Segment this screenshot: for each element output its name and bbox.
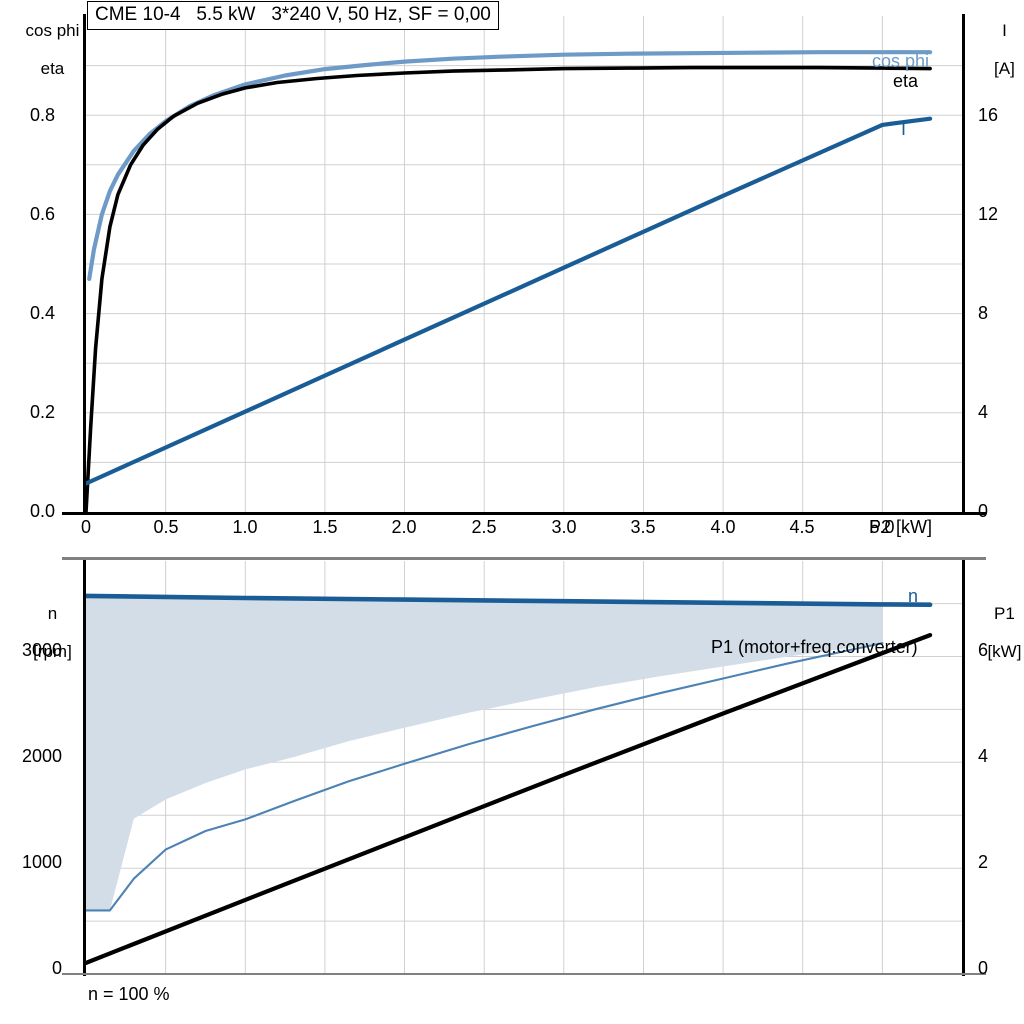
bottom-axis-bottom — [62, 973, 986, 975]
top-xtick-3: 1.5 — [312, 517, 338, 537]
bottom-ytick-right-0: 0 — [978, 958, 989, 978]
bottom-axis-top — [62, 557, 986, 560]
bottom-right-axis-unit: [kW] — [987, 642, 1022, 661]
speed-curve — [86, 593, 933, 607]
top-xtick-10: 5.0 — [869, 517, 895, 537]
chart-caption: n = 100 % — [88, 984, 170, 1004]
p1-band-area — [86, 595, 883, 911]
top-ytick-right-2: 8 — [978, 303, 989, 323]
top-left-axis-title-line2: eta — [40, 59, 65, 78]
bottom-right-axis-title: P1 [kW] — [968, 585, 1022, 680]
top-xtick-8: 4.0 — [710, 517, 736, 537]
bottom-left-axis-unit: [rpm] — [33, 642, 72, 661]
p1-motor-label: P1 (motor+freq.converter) — [711, 637, 918, 657]
top-xaxis-title: P2 [kW] — [869, 517, 933, 537]
p1-band-lower-curve — [86, 642, 884, 912]
top-xtick-0: 0 — [80, 517, 92, 537]
top-ytick-left-1: 0.2 — [30, 402, 56, 422]
top-xtick-2: 1.0 — [232, 517, 258, 537]
bottom-plot-svg — [86, 561, 962, 974]
chart-title-box: CME 10-4 5.5 kW 3*240 V, 50 Hz, SF = 0,0… — [87, 1, 499, 30]
top-right-axis-title-line1: I — [1002, 21, 1007, 40]
bottom-ytick-right-3: 6 — [978, 640, 989, 660]
top-axis-right — [962, 14, 965, 514]
bottom-left-axis-title: n [rpm] — [4, 585, 82, 680]
top-gridlines — [86, 16, 962, 512]
top-left-axis-title: cos phi eta — [4, 2, 82, 97]
current-label: I — [901, 119, 907, 139]
top-xtick-4: 2.0 — [391, 517, 417, 537]
top-plot-svg — [86, 16, 962, 512]
eta-label: eta — [893, 71, 919, 91]
bottom-axis-left — [83, 559, 86, 976]
top-ytick-left-3: 0.6 — [30, 204, 56, 224]
top-ytick-right-4: 16 — [978, 105, 999, 125]
top-left-axis-title-line1: cos phi — [25, 21, 80, 40]
bottom-ytick-left-1: 1000 — [21, 852, 62, 872]
top-right-axis-title: I [A] — [968, 2, 1022, 97]
current-curve — [86, 116, 933, 486]
bottom-ytick-left-2: 2000 — [21, 746, 62, 766]
bottom-right-axis-title-line1: P1 — [994, 604, 1015, 623]
top-ytick-right-0: 0 — [978, 501, 989, 521]
bottom-left-axis-title-line1: n — [47, 604, 58, 623]
top-axis-bottom — [62, 512, 986, 515]
eta-curve — [86, 65, 932, 512]
bottom-ytick-right-2: 4 — [978, 746, 989, 766]
top-ytick-right-3: 12 — [978, 204, 999, 224]
top-right-axis-unit: [A] — [994, 59, 1015, 78]
top-ytick-left-0: 0.0 — [30, 501, 56, 521]
top-ytick-left-2: 0.4 — [30, 303, 56, 323]
bottom-axis-right — [962, 559, 965, 976]
p1-motor-curve — [86, 633, 933, 965]
top-xtick-6: 3.0 — [551, 517, 577, 537]
bottom-ytick-left-0: 0 — [51, 958, 62, 978]
top-ytick-left-4: 0.8 — [30, 105, 56, 125]
speed-label: n — [908, 586, 919, 606]
cos-phi-label: cos phi — [872, 51, 930, 71]
top-plot-area — [86, 16, 962, 512]
top-xtick-5: 2.5 — [471, 517, 497, 537]
bottom-ytick-right-1: 2 — [978, 852, 989, 872]
top-ytick-right-1: 4 — [978, 402, 989, 422]
cos-phi-curve — [87, 50, 933, 281]
top-xtick-9: 4.5 — [789, 517, 815, 537]
top-axis-left — [83, 14, 86, 514]
bottom-ytick-left-3: 3000 — [21, 640, 62, 660]
top-xtick-1: 0.5 — [153, 517, 179, 537]
top-xtick-7: 3.5 — [630, 517, 656, 537]
bottom-plot-area — [86, 561, 962, 974]
